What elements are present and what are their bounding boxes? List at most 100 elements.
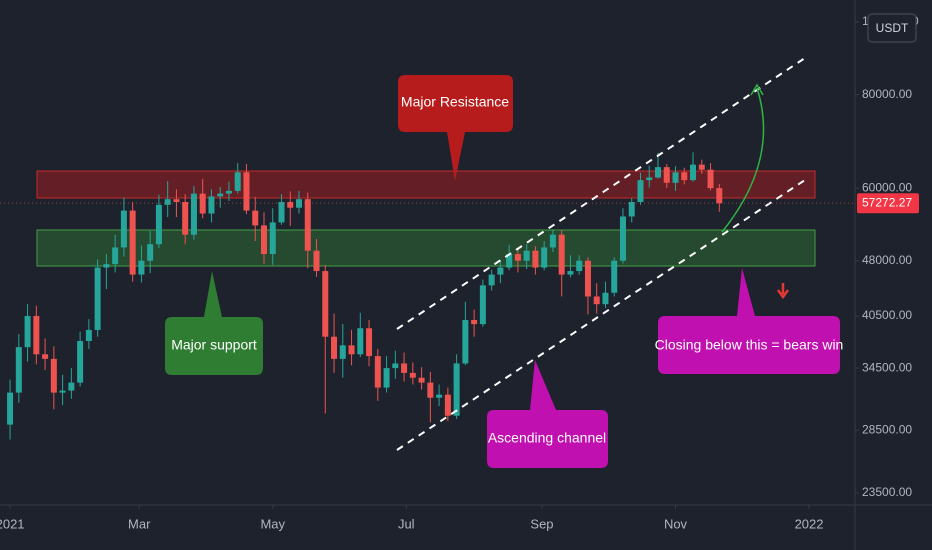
candle-body: [453, 363, 460, 416]
bears-callout: Closing below this = bears win: [655, 268, 844, 374]
candle-body: [322, 271, 329, 337]
candle-body: [120, 210, 127, 248]
candle-body: [444, 394, 451, 416]
candle-body: [523, 250, 530, 261]
candle-body: [374, 356, 381, 388]
candle-body: [190, 193, 197, 235]
x-tick-label: Jul: [398, 516, 415, 531]
candle-body: [576, 260, 583, 272]
candle-body: [663, 167, 670, 183]
candle-body: [558, 234, 565, 275]
candle-body: [549, 234, 556, 248]
candle-body: [611, 260, 618, 293]
last-price-badge: [857, 193, 919, 214]
candle-body: [698, 164, 705, 170]
y-tick-label: 60000.00: [862, 180, 912, 194]
down-arrow: [776, 283, 790, 300]
callout-box: [658, 268, 840, 374]
candle-body: [15, 347, 22, 393]
candle-body: [296, 199, 303, 208]
x-tick-label: Nov: [664, 516, 688, 531]
candle-body: [234, 172, 241, 191]
candle-body: [313, 250, 320, 272]
candle-body: [690, 164, 697, 181]
candle-body: [541, 247, 548, 268]
candle-body: [532, 250, 539, 268]
candle-body: [112, 247, 119, 265]
candle-body: [479, 285, 486, 325]
candle-body: [471, 320, 478, 325]
candle-body: [85, 329, 92, 342]
candle-body: [278, 201, 285, 223]
channel-upper: [396, 57, 806, 330]
x-tick-label: Mar: [128, 516, 151, 531]
channel-callout: Ascending channel: [487, 360, 608, 468]
candle-body: [593, 296, 600, 305]
candle-body: [252, 210, 259, 226]
candle-body: [7, 392, 14, 425]
candle-body: [409, 372, 416, 378]
candle-body: [129, 210, 136, 275]
candle-body: [366, 328, 373, 357]
callout-text: Ascending channel: [488, 430, 606, 446]
support-zone: [36, 229, 816, 267]
y-tick-label: 28500.00: [862, 422, 912, 436]
currency-label[interactable]: USDT: [876, 21, 909, 35]
x-tick-label: 2022: [795, 516, 824, 531]
y-tick-label: 40500.00: [862, 308, 912, 322]
candle-body: [462, 320, 469, 364]
breakout-arrowhead: [750, 83, 764, 96]
candle-body: [637, 180, 644, 202]
x-tick-label: May: [260, 516, 285, 531]
callout-box: [165, 271, 263, 375]
candle-body: [339, 345, 346, 359]
candle-body: [42, 354, 49, 359]
candle-body: [24, 315, 31, 348]
candles: [7, 152, 723, 440]
channel-lower: [396, 179, 806, 451]
candle-body: [348, 345, 355, 355]
candle-body: [50, 358, 57, 393]
candle-body: [436, 394, 443, 398]
candle-body: [401, 363, 408, 373]
candle-body: [506, 254, 513, 268]
y-tick-label: 23500.00: [862, 485, 912, 499]
candle-body: [716, 188, 723, 204]
candle-body: [155, 204, 162, 245]
candle-body: [514, 254, 521, 261]
candle-body: [567, 271, 574, 275]
candle-body: [619, 216, 626, 261]
candle-body: [243, 172, 250, 211]
candle-body: [68, 382, 75, 391]
candle-body: [681, 172, 688, 181]
candle-body: [602, 292, 609, 305]
candle-body: [707, 169, 714, 189]
candle-body: [331, 336, 338, 359]
currency-badge[interactable]: [867, 13, 917, 43]
candle-body: [77, 341, 84, 383]
candle-body: [138, 260, 145, 275]
candle-body: [103, 264, 110, 268]
callout-box: [398, 75, 513, 181]
x-tick-label: 2021: [0, 516, 25, 531]
callout-text: Major Resistance: [401, 94, 509, 110]
candle-body: [208, 196, 215, 214]
candle-body: [304, 199, 311, 251]
candle-body: [260, 225, 267, 255]
candle-body: [497, 267, 504, 275]
resistance-callout: Major Resistance: [398, 75, 513, 181]
candle-body: [59, 390, 66, 393]
callout-text: Major support: [171, 337, 257, 353]
candle-body: [94, 267, 101, 330]
candle-body: [182, 201, 189, 235]
y-tick-label: 80000.00: [862, 87, 912, 101]
support-callout: Major support: [165, 271, 263, 375]
candle-body: [646, 177, 653, 181]
candle-body: [488, 274, 495, 286]
callout-text: Closing below this = bears win: [655, 337, 844, 353]
y-tick-label: 34500.00: [862, 360, 912, 374]
candle-body: [217, 193, 224, 197]
last-price-label: 57272.27: [862, 195, 912, 209]
